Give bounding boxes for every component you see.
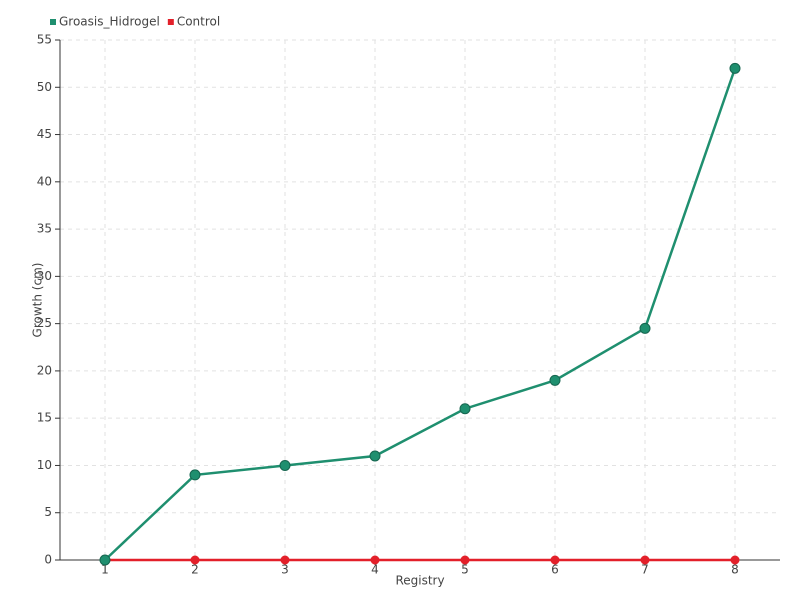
y-tick-label: 45 (37, 127, 52, 141)
legend-item: Groasis_Hidrogel (50, 15, 160, 29)
data-point (730, 555, 740, 565)
data-point (459, 403, 471, 415)
legend-swatch (50, 19, 56, 25)
data-point (189, 469, 201, 481)
data-point (460, 555, 470, 565)
series-line (104, 67, 737, 561)
data-point (99, 554, 111, 566)
data-point (370, 555, 380, 565)
legend-item: Control (167, 15, 220, 29)
x-tick-label: 4 (371, 563, 379, 577)
y-axis-label: Growth (cm) (31, 263, 45, 338)
data-point (639, 322, 651, 334)
data-point (279, 459, 291, 471)
x-tick-label: 6 (551, 563, 559, 577)
x-tick-label: 1 (101, 563, 109, 577)
y-tick-label: 5 (44, 505, 52, 519)
y-tick-label: 0 (44, 553, 52, 567)
y-tick-label: 35 (37, 222, 52, 236)
data-point (550, 555, 560, 565)
data-point (190, 555, 200, 565)
y-tick-label: 40 (37, 174, 52, 188)
data-point (640, 555, 650, 565)
legend-label: Control (177, 15, 220, 29)
legend-swatch (167, 19, 174, 25)
legend-label: Groasis_Hidrogel (59, 15, 160, 29)
x-tick-label: 7 (641, 563, 649, 577)
x-tick-label: 2 (191, 563, 199, 577)
data-point (369, 450, 381, 462)
x-axis-label: Registry (395, 574, 444, 588)
y-tick-label: 20 (37, 363, 52, 377)
y-tick-label: 15 (37, 411, 52, 425)
data-point (549, 374, 561, 386)
y-tick-label: 50 (37, 80, 52, 94)
x-tick-label: 8 (731, 563, 739, 577)
y-tick-label: 55 (37, 33, 52, 47)
data-point (729, 62, 741, 74)
y-tick-label: 10 (37, 458, 52, 472)
x-tick-label: 3 (281, 563, 289, 577)
x-tick-label: 5 (461, 563, 469, 577)
y-tick-label: 25 (37, 316, 52, 330)
data-point (280, 555, 290, 565)
y-tick-label: 30 (37, 269, 52, 283)
